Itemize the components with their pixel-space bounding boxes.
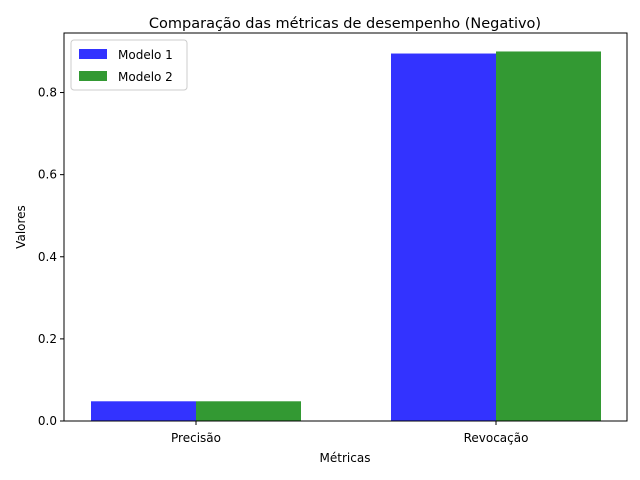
x-tick-label: Precisão bbox=[171, 431, 221, 445]
legend: Modelo 1 Modelo 2 bbox=[70, 39, 188, 91]
plot-area: Precisão Revocação 0.0 0.2 0.4 0.6 0.8 bbox=[38, 51, 601, 445]
bar-modelo-2-0 bbox=[196, 401, 301, 421]
bar-modelo-2-1 bbox=[496, 51, 601, 421]
x-tick-label: Revocação bbox=[464, 431, 529, 445]
legend-label-modelo-2: Modelo 2 bbox=[118, 70, 173, 84]
bar-modelo-1-1 bbox=[391, 53, 496, 421]
x-axis-label: Métricas bbox=[320, 451, 371, 465]
y-tick-label: 0.0 bbox=[38, 414, 57, 428]
y-tick-label: 0.4 bbox=[38, 250, 57, 264]
chart-title: Comparação das métricas de desempenho (N… bbox=[149, 16, 541, 32]
legend-swatch-modelo-1 bbox=[79, 49, 107, 59]
legend-label-modelo-1: Modelo 1 bbox=[118, 48, 173, 62]
axes-frame bbox=[63, 32, 628, 422]
y-tick-label: 0.2 bbox=[38, 332, 57, 346]
legend-swatch-modelo-2 bbox=[79, 71, 107, 81]
bar-modelo-1-0 bbox=[91, 401, 196, 421]
y-tick-label: 0.6 bbox=[38, 168, 57, 182]
y-axis-label: Valores bbox=[14, 205, 28, 249]
y-tick-label: 0.8 bbox=[38, 86, 57, 100]
